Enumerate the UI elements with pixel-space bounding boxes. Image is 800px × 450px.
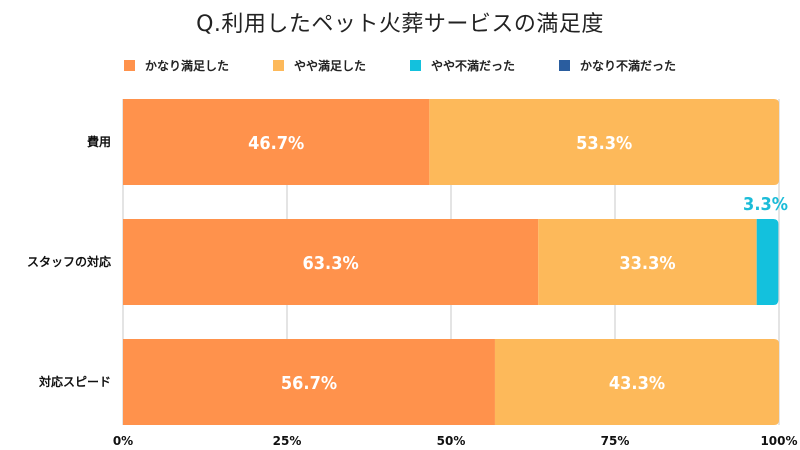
x-tick-label: 25% — [273, 434, 302, 448]
x-tick-label: 0% — [113, 434, 133, 448]
data-label: 56.7% — [281, 373, 337, 394]
chart-title: Q.利用したペット火葬サービスの満足度 — [196, 12, 604, 37]
legend-swatch — [410, 60, 421, 71]
x-tick-label: 100% — [760, 434, 797, 448]
category-label: 費用 — [87, 134, 111, 149]
legend-label: やや不満だった — [431, 59, 516, 73]
bar-segment — [123, 339, 495, 425]
data-label: 63.3% — [303, 253, 359, 274]
category-label: 対応スピード — [38, 374, 111, 389]
legend-label: かなり満足した — [144, 59, 229, 73]
data-label: 3.3% — [743, 194, 788, 215]
bar-segment — [494, 339, 779, 425]
x-tick-label: 50% — [437, 434, 466, 448]
bar-segment — [538, 219, 757, 305]
data-label: 46.7% — [248, 133, 304, 154]
category-label: スタッフの対応 — [27, 254, 111, 269]
legend-label: かなり不満だった — [580, 59, 677, 73]
bar-segment — [123, 219, 539, 305]
legend-label: やや満足した — [293, 59, 366, 73]
data-label: 43.3% — [609, 373, 665, 394]
legend: かなり満足した やや満足した やや不満だった かなり不満だった — [0, 57, 800, 74]
legend-item: やや満足した — [272, 57, 366, 74]
legend-item: かなり不満だった — [559, 57, 676, 74]
data-label: 33.3% — [619, 253, 675, 274]
legend-item: かなり満足した — [123, 57, 229, 74]
legend-swatch — [272, 60, 284, 71]
bar-segment — [756, 219, 779, 305]
x-tick-label: 75% — [601, 434, 630, 448]
bar-segment — [429, 99, 779, 185]
legend-item: やや不満だった — [410, 57, 515, 74]
data-label: 53.3% — [576, 133, 632, 154]
bar-segment — [123, 99, 430, 185]
legend-swatch — [123, 60, 135, 71]
legend-swatch — [559, 60, 571, 71]
